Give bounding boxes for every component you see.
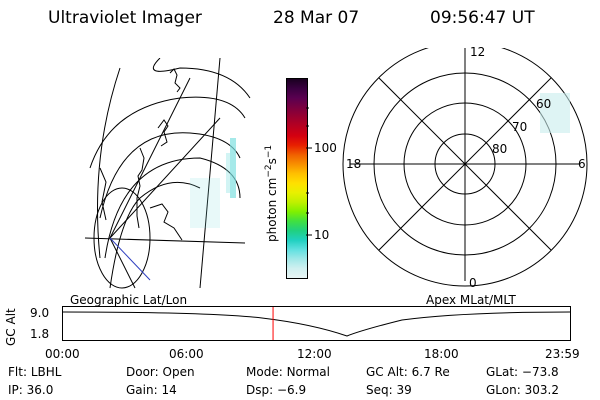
altitude-ytick: 1.8 [30,327,50,341]
time-tick: 18:00 [424,347,459,361]
aurora-emission [190,178,220,228]
map-grid-line [89,96,246,169]
altitude-ylabel: GC Alt [4,308,18,346]
mlt-label-0: 0 [469,276,477,290]
polar-plot [342,48,588,287]
info-seq: Seq: 39 [366,383,412,397]
colorbar-tick-label: 10 [314,228,330,242]
map-grid-line [109,181,201,289]
map-grid-line [99,132,241,219]
aurora-emission [226,153,231,193]
info-door: Door: Open [126,365,195,379]
coastline [157,119,169,147]
coastline [169,68,181,93]
map-grid-line [152,58,251,99]
mlt-label-12: 12 [470,45,486,59]
date-label: 28 Mar 07 [273,8,360,28]
polar-ring-50 [342,48,588,287]
info-mode: Mode: Normal [246,365,330,379]
time-label: 09:56:47 UT [430,8,535,28]
info-gain: Gain: 14 [126,383,177,397]
info-glon: GLon: 303.2 [486,383,559,397]
map-grid-line [109,237,136,289]
terminator-line [109,237,151,281]
altitude-plot-frame [62,306,571,341]
info-glat: GLat: −73.8 [486,365,559,379]
map-grid-line [109,117,221,239]
lat-label-60: 60 [536,97,552,111]
map-grid-line [199,58,221,289]
time-tick: 12:00 [297,347,332,361]
map-grid-line [109,77,191,239]
altitude-ytick: 9.0 [30,306,50,320]
info-flt: Flt: LBHL [8,365,62,379]
info-ip: IP: 36.0 [8,383,54,397]
colorbar-tick-label: 100 [314,141,337,155]
time-tick: 23:59 [545,347,580,361]
time-tick: 06:00 [169,347,204,361]
coastline [149,203,183,241]
info-dsp: Dsp: −6.9 [246,383,307,397]
polar-axis-diagonal [378,77,552,251]
colorbar-axis [306,107,312,236]
time-tick: 00:00 [45,347,80,361]
coastline [136,147,145,229]
altitude-plot [62,306,571,341]
lat-label-70: 70 [512,120,528,134]
geo-panel-label: Geographic Lat/Lon [70,293,188,307]
lat-label-80: 80 [492,142,508,156]
map-grid-line [84,237,246,244]
colorbar-unit-label: photon cm−2s−1 [264,144,279,242]
mlt-label-18: 18 [346,157,362,171]
mlt-label-6: 6 [578,157,586,171]
map-grid-line [97,67,121,259]
polar-panel-label: Apex MLat/MLT [426,293,516,307]
instrument-title: Ultraviolet Imager [48,8,202,28]
colorbar [286,78,308,279]
geographic-map [84,58,251,289]
info-gc-alt: GC Alt: 6.7 Re [366,365,450,379]
altitude-curve [62,311,571,337]
aurora-emission [230,138,236,198]
coastline [99,167,107,221]
aurora-emission [540,93,570,133]
